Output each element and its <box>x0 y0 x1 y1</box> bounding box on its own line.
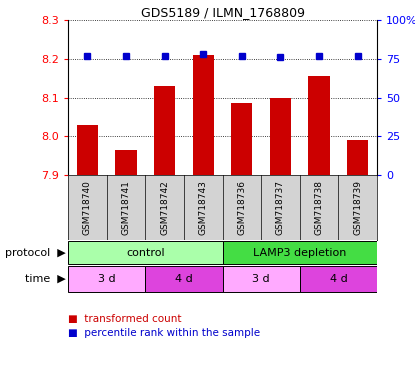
Bar <box>154 86 175 175</box>
Text: 4 d: 4 d <box>330 274 347 284</box>
Text: GSM718741: GSM718741 <box>122 180 130 235</box>
Bar <box>231 103 252 175</box>
Bar <box>193 55 214 175</box>
Bar <box>145 266 222 291</box>
Text: ■  transformed count: ■ transformed count <box>68 314 181 324</box>
Text: GSM718738: GSM718738 <box>315 180 324 235</box>
Bar <box>222 266 300 291</box>
Text: time  ▶: time ▶ <box>25 274 66 284</box>
Text: GSM718736: GSM718736 <box>237 180 247 235</box>
Text: 3 d: 3 d <box>252 274 270 284</box>
Bar <box>308 76 330 175</box>
Text: control: control <box>126 248 165 258</box>
Bar <box>68 266 145 291</box>
Text: protocol  ▶: protocol ▶ <box>5 248 66 258</box>
Bar <box>222 241 377 264</box>
Text: GSM718737: GSM718737 <box>276 180 285 235</box>
Text: GSM718740: GSM718740 <box>83 180 92 235</box>
Title: GDS5189 / ILMN_1768809: GDS5189 / ILMN_1768809 <box>141 6 305 19</box>
Text: 3 d: 3 d <box>98 274 115 284</box>
Text: ■  percentile rank within the sample: ■ percentile rank within the sample <box>68 328 260 338</box>
Text: GSM718743: GSM718743 <box>199 180 208 235</box>
Bar <box>68 241 222 264</box>
Text: GSM718739: GSM718739 <box>353 180 362 235</box>
Text: 4 d: 4 d <box>175 274 193 284</box>
Bar <box>300 266 377 291</box>
Text: LAMP3 depletion: LAMP3 depletion <box>253 248 347 258</box>
Bar <box>77 125 98 175</box>
Bar <box>270 98 291 175</box>
Text: GSM718742: GSM718742 <box>160 180 169 235</box>
Bar <box>115 150 137 175</box>
Bar <box>347 140 368 175</box>
